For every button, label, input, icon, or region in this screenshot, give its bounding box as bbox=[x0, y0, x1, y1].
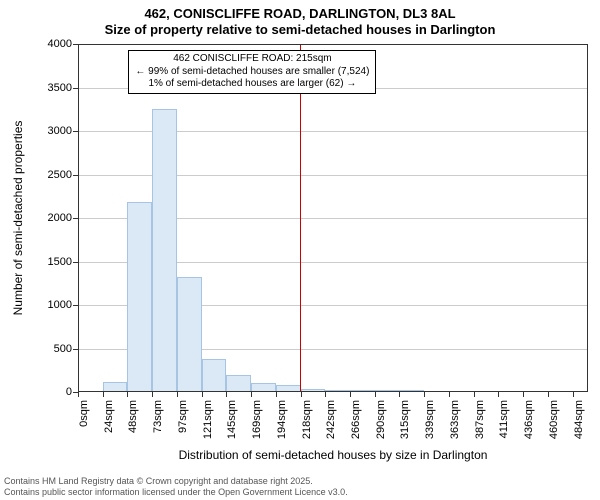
x-tick-label: 315sqm bbox=[399, 400, 411, 439]
y-tick-label: 1000 bbox=[48, 299, 78, 311]
x-tick-mark bbox=[103, 392, 104, 397]
footer-line1: Contains HM Land Registry data © Crown c… bbox=[4, 476, 348, 487]
x-tick-label: 121sqm bbox=[202, 400, 214, 439]
x-tick-mark bbox=[424, 392, 425, 397]
info-box-line3: 1% of semi-detached houses are larger (6… bbox=[135, 78, 369, 91]
x-tick-mark bbox=[399, 392, 400, 397]
marker-info-box: 462 CONISCLIFFE ROAD: 215sqm ← 99% of se… bbox=[128, 50, 376, 94]
x-tick-label: 484sqm bbox=[573, 400, 585, 439]
x-tick-label: 218sqm bbox=[301, 400, 313, 439]
chart-title-line1: 462, CONISCLIFFE ROAD, DARLINGTON, DL3 8… bbox=[0, 6, 600, 22]
x-tick-label: 73sqm bbox=[152, 400, 164, 433]
histogram-bar bbox=[202, 359, 227, 392]
x-tick-label: 411sqm bbox=[498, 400, 510, 438]
y-tick-label: 3000 bbox=[48, 125, 78, 137]
x-tick-mark bbox=[78, 392, 79, 397]
x-axis-title: Distribution of semi-detached houses by … bbox=[179, 448, 488, 462]
x-tick-label: 194sqm bbox=[276, 400, 288, 439]
x-tick-mark bbox=[498, 392, 499, 397]
y-tick-label: 3500 bbox=[48, 82, 78, 94]
y-tick-label: 1500 bbox=[48, 256, 78, 268]
x-tick-mark bbox=[276, 392, 277, 397]
x-tick-mark bbox=[474, 392, 475, 397]
histogram-bar bbox=[276, 385, 301, 392]
x-tick-mark bbox=[325, 392, 326, 397]
x-tick-mark bbox=[301, 392, 302, 397]
x-tick-mark bbox=[202, 392, 203, 397]
x-tick-mark bbox=[251, 392, 252, 397]
x-tick-mark bbox=[375, 392, 376, 397]
y-tick-label: 2000 bbox=[48, 212, 78, 224]
histogram-bar bbox=[152, 109, 177, 392]
x-tick-mark bbox=[177, 392, 178, 397]
chart-container: { "title": { "line1": "462, CONISCLIFFE … bbox=[0, 0, 600, 500]
x-tick-mark bbox=[152, 392, 153, 397]
grid-line bbox=[78, 44, 588, 45]
x-tick-label: 97sqm bbox=[177, 400, 189, 433]
histogram-bar bbox=[350, 390, 375, 392]
x-tick-mark bbox=[226, 392, 227, 397]
histogram-bar bbox=[399, 390, 424, 392]
y-tick-label: 500 bbox=[54, 343, 78, 355]
x-tick-label: 363sqm bbox=[449, 400, 461, 439]
histogram-bar bbox=[251, 383, 276, 392]
x-tick-label: 387sqm bbox=[474, 400, 486, 439]
x-tick-label: 24sqm bbox=[103, 400, 115, 433]
x-tick-label: 436sqm bbox=[523, 400, 535, 439]
x-tick-mark bbox=[548, 392, 549, 397]
x-tick-mark bbox=[350, 392, 351, 397]
histogram-bar bbox=[226, 375, 251, 392]
chart-footer: Contains HM Land Registry data © Crown c… bbox=[4, 476, 348, 498]
info-box-line1: 462 CONISCLIFFE ROAD: 215sqm bbox=[135, 53, 369, 66]
x-tick-label: 145sqm bbox=[226, 400, 238, 439]
x-tick-mark bbox=[127, 392, 128, 397]
histogram-bar bbox=[177, 277, 202, 392]
x-tick-label: 339sqm bbox=[424, 400, 436, 439]
y-tick-label: 2500 bbox=[48, 169, 78, 181]
histogram-bar bbox=[375, 390, 400, 392]
plot-area: 462 CONISCLIFFE ROAD: 215sqm ← 99% of se… bbox=[78, 44, 588, 392]
histogram-bar bbox=[325, 390, 350, 392]
marker-line bbox=[300, 44, 301, 392]
x-tick-label: 460sqm bbox=[548, 400, 560, 439]
x-tick-label: 48sqm bbox=[127, 400, 139, 433]
footer-line2: Contains public sector information licen… bbox=[4, 487, 348, 498]
chart-title: 462, CONISCLIFFE ROAD, DARLINGTON, DL3 8… bbox=[0, 0, 600, 39]
x-tick-label: 290sqm bbox=[375, 400, 387, 439]
histogram-bar bbox=[103, 382, 128, 392]
x-tick-label: 169sqm bbox=[251, 400, 263, 439]
x-tick-mark bbox=[523, 392, 524, 397]
y-tick-label: 0 bbox=[66, 386, 78, 398]
info-box-line2: ← 99% of semi-detached houses are smalle… bbox=[135, 66, 369, 79]
histogram-bar bbox=[301, 389, 326, 392]
x-tick-label: 266sqm bbox=[350, 400, 362, 439]
chart-title-line2: Size of property relative to semi-detach… bbox=[0, 22, 600, 38]
y-axis-title: Number of semi-detached properties bbox=[11, 121, 25, 316]
histogram-bar bbox=[127, 202, 152, 392]
x-tick-label: 0sqm bbox=[78, 400, 90, 427]
y-tick-label: 4000 bbox=[48, 38, 78, 50]
x-tick-label: 242sqm bbox=[325, 400, 337, 439]
x-tick-mark bbox=[573, 392, 574, 397]
x-tick-mark bbox=[449, 392, 450, 397]
